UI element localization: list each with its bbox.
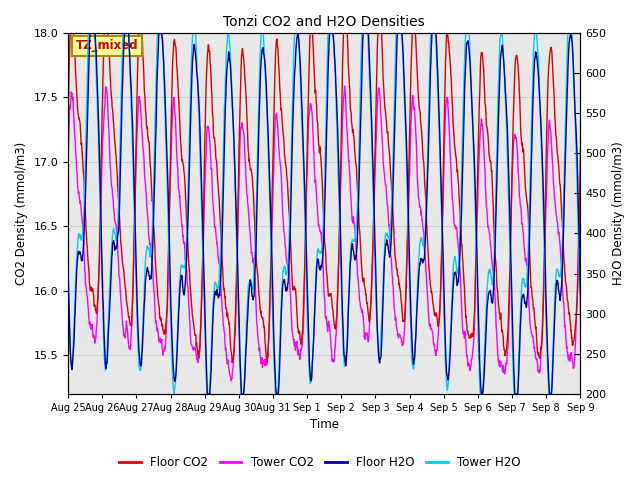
Text: TZ_mixed: TZ_mixed [76, 39, 138, 52]
Y-axis label: H2O Density (mmol/m3): H2O Density (mmol/m3) [612, 142, 625, 285]
Legend: Floor CO2, Tower CO2, Floor H2O, Tower H2O: Floor CO2, Tower CO2, Floor H2O, Tower H… [115, 452, 525, 474]
Title: Tonzi CO2 and H2O Densities: Tonzi CO2 and H2O Densities [223, 15, 425, 29]
X-axis label: Time: Time [310, 419, 339, 432]
Y-axis label: CO2 Density (mmol/m3): CO2 Density (mmol/m3) [15, 142, 28, 285]
